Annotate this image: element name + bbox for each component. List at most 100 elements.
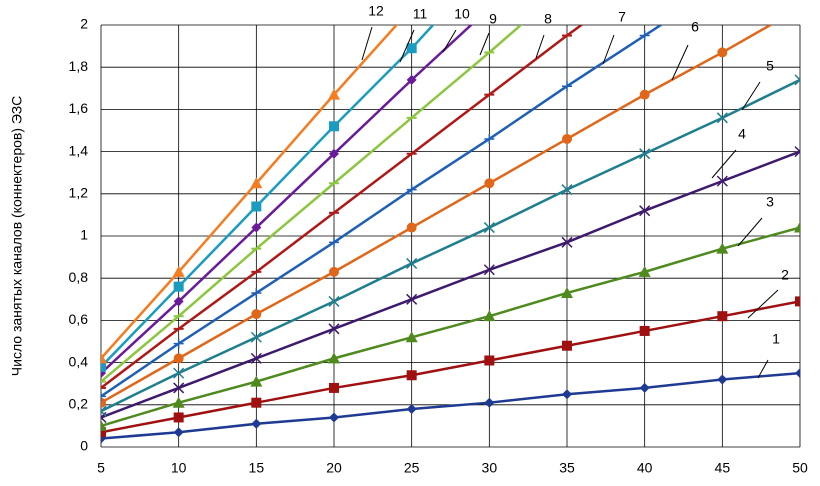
marker xyxy=(406,404,417,415)
y-tick-label: 1,2 xyxy=(69,185,89,201)
x-tick-label: 25 xyxy=(404,460,420,476)
marker xyxy=(484,133,495,144)
marker xyxy=(483,264,495,276)
marker xyxy=(406,293,418,305)
marker xyxy=(251,222,262,233)
series-label: 1 xyxy=(772,331,780,347)
series-label: 6 xyxy=(691,19,699,35)
series-line xyxy=(101,25,473,375)
leader-line xyxy=(747,289,779,319)
x-tick-label: 40 xyxy=(637,460,653,476)
marker xyxy=(329,412,339,423)
marker xyxy=(639,89,650,100)
y-tick-label: 0 xyxy=(80,438,88,454)
marker xyxy=(251,201,262,212)
marker xyxy=(717,374,728,385)
marker xyxy=(406,222,417,233)
y-tick-label: 1,8 xyxy=(69,58,89,74)
x-tick-label: 30 xyxy=(482,460,498,476)
marker xyxy=(328,88,340,100)
marker xyxy=(101,361,106,372)
marker xyxy=(717,47,728,58)
y-tick-label: 0,6 xyxy=(69,311,89,327)
marker xyxy=(173,353,184,364)
marker xyxy=(173,382,185,394)
plot-area xyxy=(101,25,800,444)
marker xyxy=(406,74,417,85)
y-tick-label: 1,4 xyxy=(69,142,89,158)
marker xyxy=(562,389,572,400)
series-label: 8 xyxy=(544,11,552,27)
marker xyxy=(717,311,728,322)
series-label: 10 xyxy=(454,6,470,22)
series-label: 2 xyxy=(781,267,789,283)
series-line xyxy=(101,226,800,428)
series-label: 9 xyxy=(489,11,497,27)
series-line xyxy=(101,25,584,389)
marker xyxy=(251,397,262,408)
x-tick-label: 50 xyxy=(792,460,808,476)
marker xyxy=(101,352,107,364)
series-label: 4 xyxy=(738,126,746,142)
marker xyxy=(173,281,184,292)
marker xyxy=(329,237,339,248)
leader-line xyxy=(479,32,490,56)
marker xyxy=(562,133,572,144)
marker xyxy=(561,236,573,248)
marker xyxy=(101,397,106,408)
marker xyxy=(173,427,184,438)
leader-line xyxy=(737,217,763,247)
marker xyxy=(329,382,339,393)
y-axis-label: Число занятых каналов (коннектеров) ЭЗС xyxy=(9,96,25,376)
marker xyxy=(561,184,573,196)
marker xyxy=(639,205,651,217)
leader-line xyxy=(602,34,615,65)
leader-line xyxy=(757,359,769,379)
marker xyxy=(406,370,417,381)
series-line xyxy=(101,371,800,440)
marker xyxy=(173,367,185,379)
marker xyxy=(101,419,107,431)
marker xyxy=(639,382,650,393)
y-tick-label: 0,4 xyxy=(69,353,89,369)
marker xyxy=(329,148,339,159)
marker xyxy=(328,295,340,307)
marker xyxy=(561,286,573,298)
marker xyxy=(173,296,184,307)
series-line xyxy=(101,78,800,413)
x-tick-label: 35 xyxy=(559,460,575,476)
marker xyxy=(250,331,262,343)
marker xyxy=(101,405,107,417)
marker xyxy=(716,175,728,187)
marker xyxy=(794,221,800,233)
series-label: 11 xyxy=(413,6,428,22)
marker xyxy=(484,178,495,189)
series-label: 5 xyxy=(766,58,774,74)
series-line xyxy=(101,300,800,434)
marker xyxy=(251,418,262,429)
marker xyxy=(251,287,262,298)
marker xyxy=(172,265,185,277)
marker xyxy=(101,391,106,402)
y-tick-label: 0,8 xyxy=(69,269,89,285)
y-tick-label: 2 xyxy=(80,16,88,32)
y-tick-label: 0,2 xyxy=(69,396,89,412)
marker xyxy=(101,427,106,438)
marker xyxy=(405,331,418,343)
marker xyxy=(250,352,262,364)
series-label: 3 xyxy=(766,194,774,210)
x-tick-label: 5 xyxy=(97,460,105,476)
leader-line xyxy=(671,44,689,81)
marker xyxy=(716,242,729,254)
series-line xyxy=(101,25,773,404)
leader-line xyxy=(361,26,373,61)
marker xyxy=(406,43,417,54)
marker xyxy=(328,352,340,364)
marker xyxy=(406,184,417,195)
marker xyxy=(483,222,495,234)
marker xyxy=(638,265,651,277)
marker xyxy=(562,340,572,351)
marker xyxy=(716,112,728,124)
marker xyxy=(483,310,496,322)
